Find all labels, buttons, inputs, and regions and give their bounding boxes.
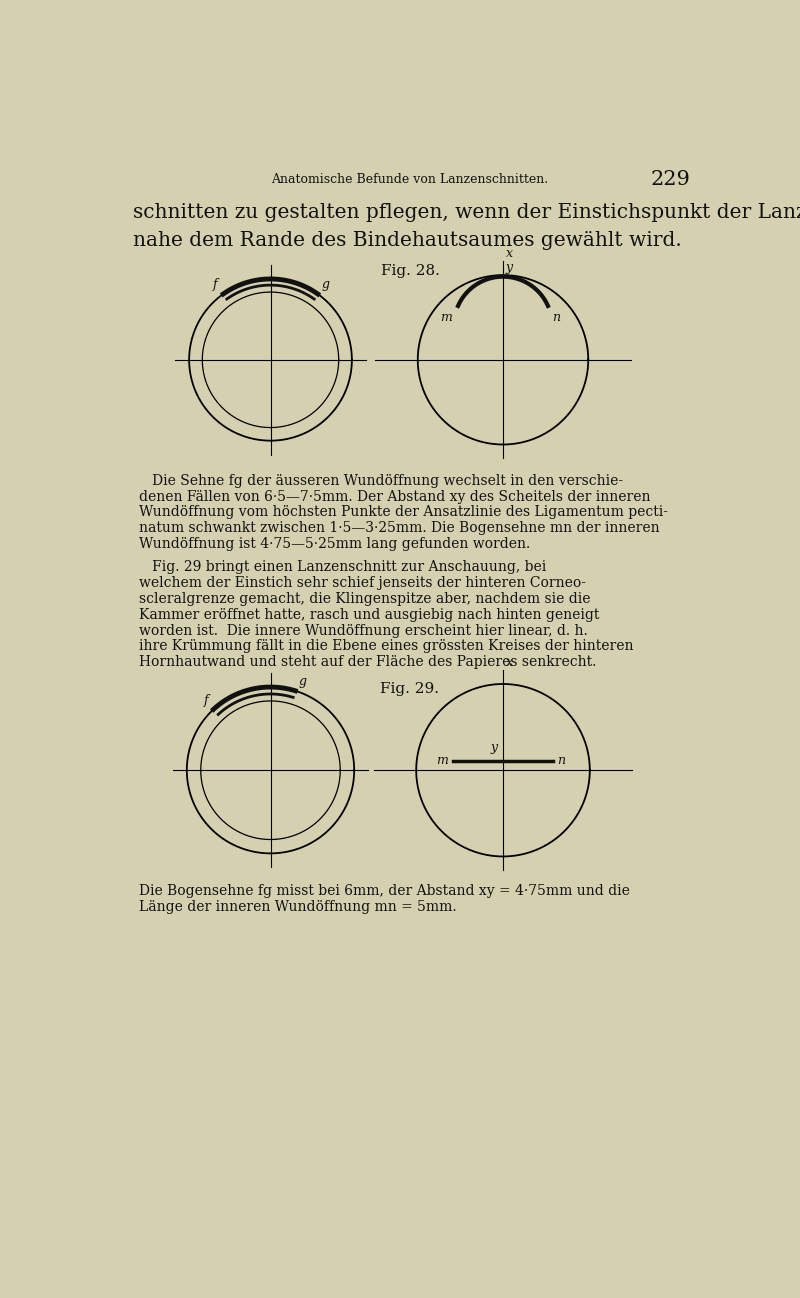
Text: n: n [553, 310, 561, 323]
Text: g: g [322, 278, 330, 291]
Text: m: m [440, 310, 452, 323]
Text: 229: 229 [650, 170, 690, 188]
Text: schnitten zu gestalten pflegen, wenn der Einstichspunkt der Lanze: schnitten zu gestalten pflegen, wenn der… [133, 204, 800, 222]
Text: scleralgrenze gemacht, die Klingenspitze aber, nachdem sie die: scleralgrenze gemacht, die Klingenspitze… [138, 592, 590, 606]
Text: x: x [506, 247, 513, 260]
Text: Länge der inneren Wundöffnung mn = 5mm.: Länge der inneren Wundöffnung mn = 5mm. [138, 900, 456, 914]
Text: Fig. 28.: Fig. 28. [381, 263, 439, 278]
Text: x: x [506, 655, 513, 668]
Text: Fig. 29.: Fig. 29. [381, 681, 439, 696]
Text: y: y [490, 741, 498, 754]
Text: f: f [213, 278, 218, 291]
Text: natum schwankt zwischen 1·5—3·25mm. Die Bogensehne mn der inneren: natum schwankt zwischen 1·5—3·25mm. Die … [138, 520, 659, 535]
Text: n: n [558, 754, 566, 767]
Text: m: m [436, 754, 448, 767]
Text: Fig. 29 bringt einen Lanzenschnitt zur Anschauung, bei: Fig. 29 bringt einen Lanzenschnitt zur A… [138, 561, 546, 575]
Text: Hornhautwand und steht auf der Fläche des Papieres senkrecht.: Hornhautwand und steht auf der Fläche de… [138, 655, 596, 668]
Text: y: y [506, 261, 513, 274]
Text: worden ist.  Die innere Wundöffnung erscheint hier linear, d. h.: worden ist. Die innere Wundöffnung ersch… [138, 623, 587, 637]
Text: Wundöffnung vom höchsten Punkte der Ansatzlinie des Ligamentum pecti-: Wundöffnung vom höchsten Punkte der Ansa… [138, 505, 668, 519]
Text: Wundöffnung ist 4·75—5·25mm lang gefunden worden.: Wundöffnung ist 4·75—5·25mm lang gefunde… [138, 537, 530, 550]
Text: welchem der Einstich sehr schief jenseits der hinteren Corneo-: welchem der Einstich sehr schief jenseit… [138, 576, 586, 591]
Text: denen Fällen von 6·5—7·5mm. Der Abstand xy des Scheitels der inneren: denen Fällen von 6·5—7·5mm. Der Abstand … [138, 489, 650, 504]
Text: Kammer eröffnet hatte, rasch und ausgiebig nach hinten geneigt: Kammer eröffnet hatte, rasch und ausgieb… [138, 607, 599, 622]
Text: f: f [204, 694, 209, 707]
Text: Die Sehne fg der äusseren Wundöffnung wechselt in den verschie-: Die Sehne fg der äusseren Wundöffnung we… [138, 474, 623, 488]
Text: ihre Krümmung fällt in die Ebene eines grössten Kreises der hinteren: ihre Krümmung fällt in die Ebene eines g… [138, 640, 634, 653]
Text: g: g [298, 675, 306, 688]
Text: Anatomische Befunde von Lanzenschnitten.: Anatomische Befunde von Lanzenschnitten. [271, 173, 549, 186]
Text: Die Bogensehne fg misst bei 6mm, der Abstand xy = 4·75mm und die: Die Bogensehne fg misst bei 6mm, der Abs… [138, 884, 630, 898]
Text: nahe dem Rande des Bindehautsaumes gewählt wird.: nahe dem Rande des Bindehautsaumes gewäh… [133, 231, 682, 251]
